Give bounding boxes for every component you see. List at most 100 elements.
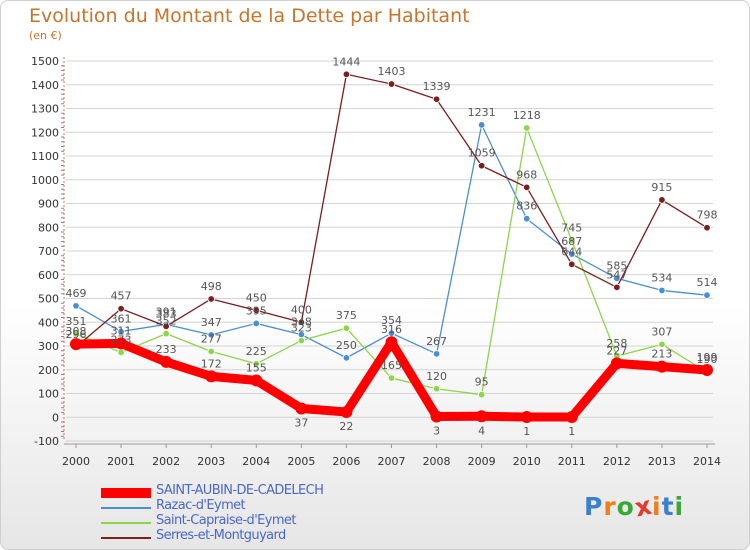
x-tick-label: 2006	[332, 455, 360, 468]
data-point	[523, 124, 531, 132]
data-label: 352	[156, 315, 177, 328]
legend-label: SAINT-AUBIN-DE-CADELECH	[156, 483, 324, 498]
data-label: 199	[697, 351, 718, 364]
y-tick-label: 1100	[31, 150, 59, 163]
data-point	[340, 406, 353, 419]
data-point	[117, 305, 125, 313]
data-label: 395	[246, 304, 267, 317]
data-point	[342, 324, 351, 332]
logo-letter: i	[652, 492, 662, 521]
y-tick-label: 100	[38, 388, 59, 401]
y-tick-label: 1400	[31, 79, 59, 92]
logo-letter: i	[674, 492, 685, 521]
data-point	[295, 402, 308, 415]
x-tick-label: 2012	[603, 455, 631, 468]
data-label: 348	[291, 316, 312, 329]
data-label: 968	[516, 168, 537, 181]
data-point	[252, 360, 260, 368]
data-label: 534	[651, 271, 672, 284]
data-point	[613, 283, 621, 292]
data-label: 190	[697, 353, 718, 366]
data-point	[568, 250, 576, 258]
data-point	[342, 354, 351, 362]
data-label: 469	[66, 287, 87, 300]
x-tick-label: 2008	[423, 455, 451, 468]
data-label: 308	[66, 325, 87, 338]
legend-label: Serres-et-Montguyard	[156, 528, 286, 543]
data-point	[432, 350, 441, 358]
y-tick-label: 400	[38, 316, 59, 329]
data-label: 351	[66, 315, 87, 328]
data-point	[565, 411, 578, 424]
y-tick-label: -100	[34, 435, 59, 448]
data-point	[703, 291, 711, 299]
data-point	[613, 274, 621, 283]
x-tick-label: 2002	[152, 455, 180, 468]
data-label: 1059	[468, 147, 496, 160]
y-tick-label: 200	[38, 364, 59, 377]
legend-swatch	[101, 537, 151, 539]
data-label: 836	[516, 200, 537, 213]
y-tick-label: 600	[38, 269, 59, 282]
data-label: 307	[651, 325, 672, 338]
data-label: 798	[697, 209, 718, 222]
data-label: 354	[381, 314, 402, 327]
data-label: 514	[697, 276, 718, 289]
data-label: 1218	[513, 109, 541, 122]
data-point	[205, 370, 218, 383]
data-point	[297, 336, 306, 345]
data-label: 213	[651, 348, 672, 361]
data-label: 172	[201, 357, 222, 370]
data-point	[160, 355, 173, 368]
data-label: 4	[478, 424, 485, 437]
data-label: 120	[426, 370, 447, 383]
legend-swatch	[101, 507, 151, 509]
data-label: 267	[426, 335, 447, 348]
data-point	[658, 286, 666, 295]
data-point	[610, 357, 623, 370]
data-label: 400	[291, 303, 312, 316]
data-point	[477, 390, 486, 399]
data-label: 745	[561, 221, 582, 234]
data-point	[70, 338, 82, 351]
data-label: 375	[336, 309, 357, 322]
data-point	[658, 340, 666, 349]
y-tick-label: 300	[38, 340, 59, 353]
data-point	[72, 330, 80, 338]
legend-label: Razac-d'Eymet	[156, 498, 246, 513]
y-tick-label: 1000	[31, 174, 59, 187]
x-tick-label: 2014	[693, 455, 721, 468]
data-label: 361	[111, 313, 132, 326]
data-point	[115, 337, 128, 350]
data-label: 277	[201, 332, 222, 345]
data-point	[117, 327, 125, 336]
data-point	[477, 121, 486, 129]
data-point	[252, 306, 260, 315]
data-label: 585	[606, 259, 627, 272]
x-tick-label: 2007	[378, 455, 406, 468]
data-point	[432, 95, 441, 103]
data-label: 37	[294, 416, 308, 429]
data-point	[297, 318, 306, 326]
legend-swatch	[101, 488, 151, 498]
x-tick-label: 2013	[648, 455, 676, 468]
data-label: 311	[111, 324, 132, 337]
data-point	[432, 385, 441, 393]
data-label: 1	[523, 425, 530, 438]
data-point	[385, 336, 398, 349]
logo-letter: t	[661, 492, 675, 521]
data-label: 233	[156, 343, 177, 356]
data-point	[701, 363, 713, 376]
data-label: 323	[291, 322, 312, 335]
legend-label: Saint-Capraise-d'Eymet	[156, 513, 296, 528]
data-point	[252, 319, 260, 328]
x-tick-label: 2005	[287, 455, 315, 468]
x-tick-label: 2010	[513, 455, 541, 468]
data-point	[477, 162, 486, 170]
data-point	[162, 322, 170, 330]
data-point	[387, 374, 396, 382]
y-tick-label: 700	[38, 245, 59, 258]
data-point	[250, 374, 263, 387]
